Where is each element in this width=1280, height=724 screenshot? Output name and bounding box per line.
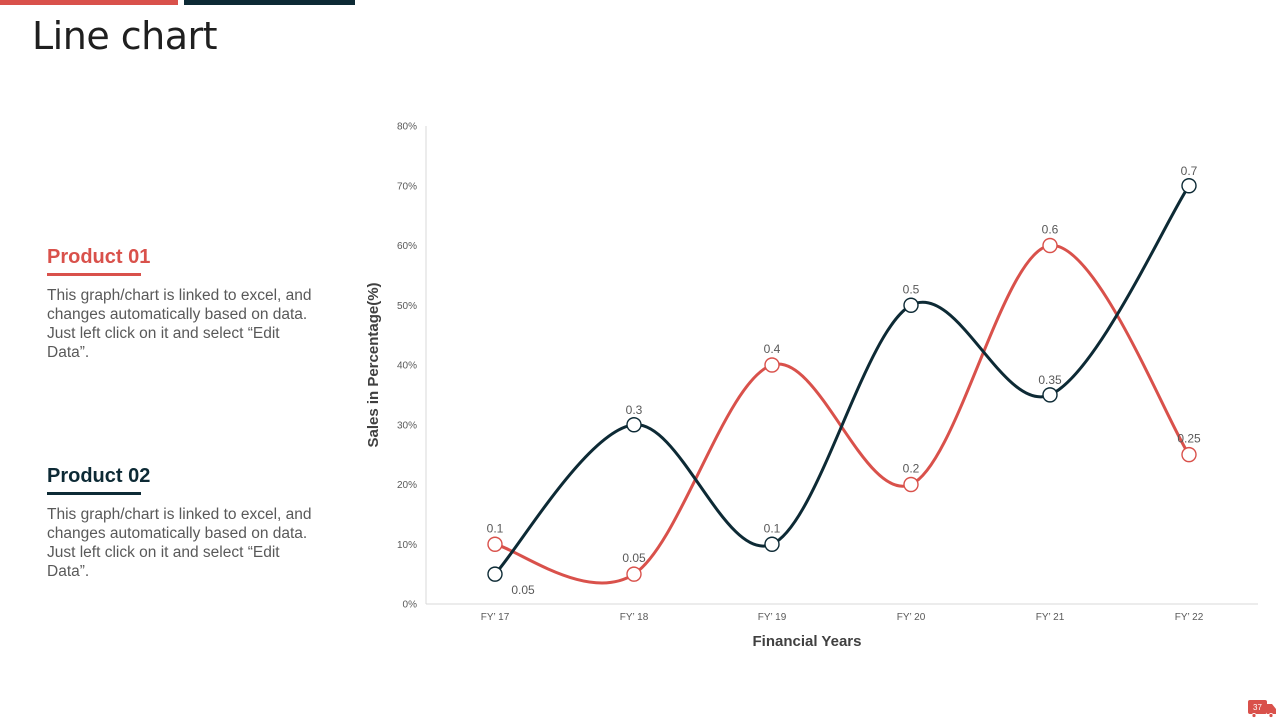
data-point-marker — [1181, 446, 1197, 463]
y-tick-label: 50% — [397, 301, 417, 312]
top-accent-bar — [0, 0, 355, 5]
y-axis-title: Sales in Percentage(%) — [365, 282, 382, 447]
data-point-marker — [626, 417, 642, 433]
x-tick-label: FY’ 22 — [1175, 612, 1204, 623]
y-tick-label: 80% — [397, 122, 417, 133]
data-label: 0.05 — [511, 583, 535, 597]
truck-icon — [1248, 700, 1276, 718]
data-label: 0.4 — [764, 342, 781, 356]
x-tick-label: FY’ 21 — [1036, 612, 1065, 623]
x-tick-label: FY’ 19 — [758, 612, 787, 623]
accent-bar-red — [0, 0, 178, 5]
page-title: Line chart — [32, 14, 218, 58]
product-01-description: This graph/chart is linked to excel, and… — [47, 287, 312, 361]
y-tick-label: 40% — [397, 361, 417, 372]
y-tick-label: 30% — [397, 420, 417, 431]
product-01-block: Product 01 This graph/chart is linked to… — [47, 246, 317, 362]
series-2-line — [493, 184, 1191, 576]
data-point-marker — [1042, 237, 1058, 254]
page-number: 37 — [1253, 703, 1262, 712]
data-point-marker — [1042, 387, 1058, 403]
data-point-marker — [764, 536, 780, 552]
accent-bar-dark — [184, 0, 355, 5]
y-tick-label: 60% — [397, 241, 417, 252]
series-1: 0.1 0.05 0.4 0.2 0.6 0.25 — [487, 223, 1201, 585]
y-tick-labels: 0% 10% 20% 30% 40% 50% 60% 70% 80% — [397, 122, 417, 611]
y-tick-label: 70% — [397, 181, 417, 192]
data-point-marker — [764, 357, 780, 373]
data-label: 0.05 — [622, 551, 646, 565]
x-tick-labels: FY’ 17 FY’ 18 FY’ 19 FY’ 20 FY’ 21 FY’ 22 — [481, 612, 1204, 623]
data-label: 0.2 — [903, 462, 920, 476]
x-tick-label: FY’ 17 — [481, 612, 510, 623]
product-01-underline — [47, 273, 141, 276]
product-02-underline — [47, 492, 141, 495]
x-tick-label: FY’ 20 — [897, 612, 926, 623]
data-point-marker — [487, 536, 503, 552]
data-label: 0.1 — [487, 521, 504, 535]
data-label: 0.6 — [1042, 223, 1059, 237]
product-02-description: This graph/chart is linked to excel, and… — [47, 506, 312, 580]
y-tick-label: 20% — [397, 480, 417, 491]
page-number-badge: 37 — [1248, 699, 1278, 719]
y-tick-label: 10% — [397, 540, 417, 551]
product-01-title: Product 01 — [47, 246, 151, 268]
data-label: 0.35 — [1038, 373, 1062, 387]
data-label: 0.5 — [903, 282, 920, 296]
data-point-marker — [903, 297, 919, 313]
x-axis-title: Financial Years — [753, 633, 862, 650]
data-label: 0.7 — [1181, 164, 1198, 178]
series-1-line — [493, 243, 1191, 585]
data-point-marker — [903, 476, 919, 493]
data-label: 0.25 — [1177, 432, 1201, 446]
data-label: 0.3 — [626, 403, 643, 417]
product-02-title: Product 02 — [47, 465, 151, 487]
product-02-block: Product 02 This graph/chart is linked to… — [47, 465, 317, 581]
data-point-marker — [626, 566, 642, 582]
y-tick-label: 0% — [403, 600, 418, 611]
data-label: 0.1 — [764, 521, 781, 535]
series-layer: 0.1 0.05 0.4 0.2 0.6 0.25 0.05 0.3 0.1 0.5 0.35 0.7 — [487, 164, 1201, 597]
x-tick-label: FY’ 18 — [620, 612, 649, 623]
data-point-marker — [487, 566, 503, 582]
data-point-marker — [1181, 178, 1197, 194]
series-2: 0.05 0.3 0.1 0.5 0.35 0.7 — [487, 164, 1198, 597]
